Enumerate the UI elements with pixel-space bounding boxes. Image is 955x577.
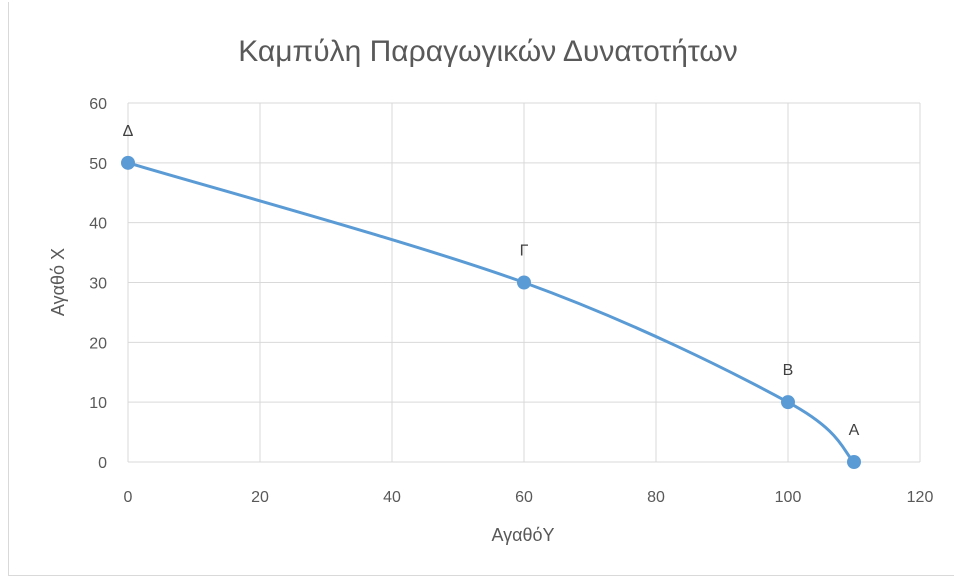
- y-tick-label: 40: [89, 216, 107, 233]
- data-point: [517, 276, 531, 290]
- x-tick-label: 120: [907, 489, 934, 506]
- x-tick-label: 0: [124, 489, 133, 506]
- data-point-label: Γ: [520, 243, 529, 260]
- x-tick-labels: 0 20 40 60 80 100 120: [124, 489, 934, 506]
- y-tick-label: 50: [89, 156, 107, 173]
- y-tick-label: 0: [98, 455, 107, 472]
- x-tick-label: 80: [647, 489, 665, 506]
- data-point: [121, 156, 135, 170]
- data-point-label: Α: [849, 422, 860, 439]
- point-labels: Δ Γ Β Α: [123, 123, 860, 439]
- y-tick-label: 30: [89, 276, 107, 293]
- y-tick-labels: 0 10 20 30 40 50 60: [89, 96, 107, 472]
- x-tick-label: 100: [775, 489, 802, 506]
- data-point: [781, 395, 795, 409]
- x-tick-label: 40: [383, 489, 401, 506]
- x-tick-label: 20: [251, 489, 269, 506]
- data-point-label: Δ: [123, 123, 134, 140]
- x-axis-title: ΑγαθόY: [491, 525, 554, 545]
- y-tick-label: 10: [89, 395, 107, 412]
- y-tick-label: 60: [89, 96, 107, 113]
- data-point: [847, 455, 861, 469]
- y-axis-title: Αγαθό Χ: [48, 248, 68, 316]
- y-tick-label: 20: [89, 335, 107, 352]
- data-point-label: Β: [783, 362, 794, 379]
- ppf-series-line: [128, 163, 854, 462]
- chart-title: Καμπύλη Παραγωγικών Δυνατοτήτων: [238, 35, 738, 68]
- x-tick-label: 60: [515, 489, 533, 506]
- data-points: [121, 156, 861, 469]
